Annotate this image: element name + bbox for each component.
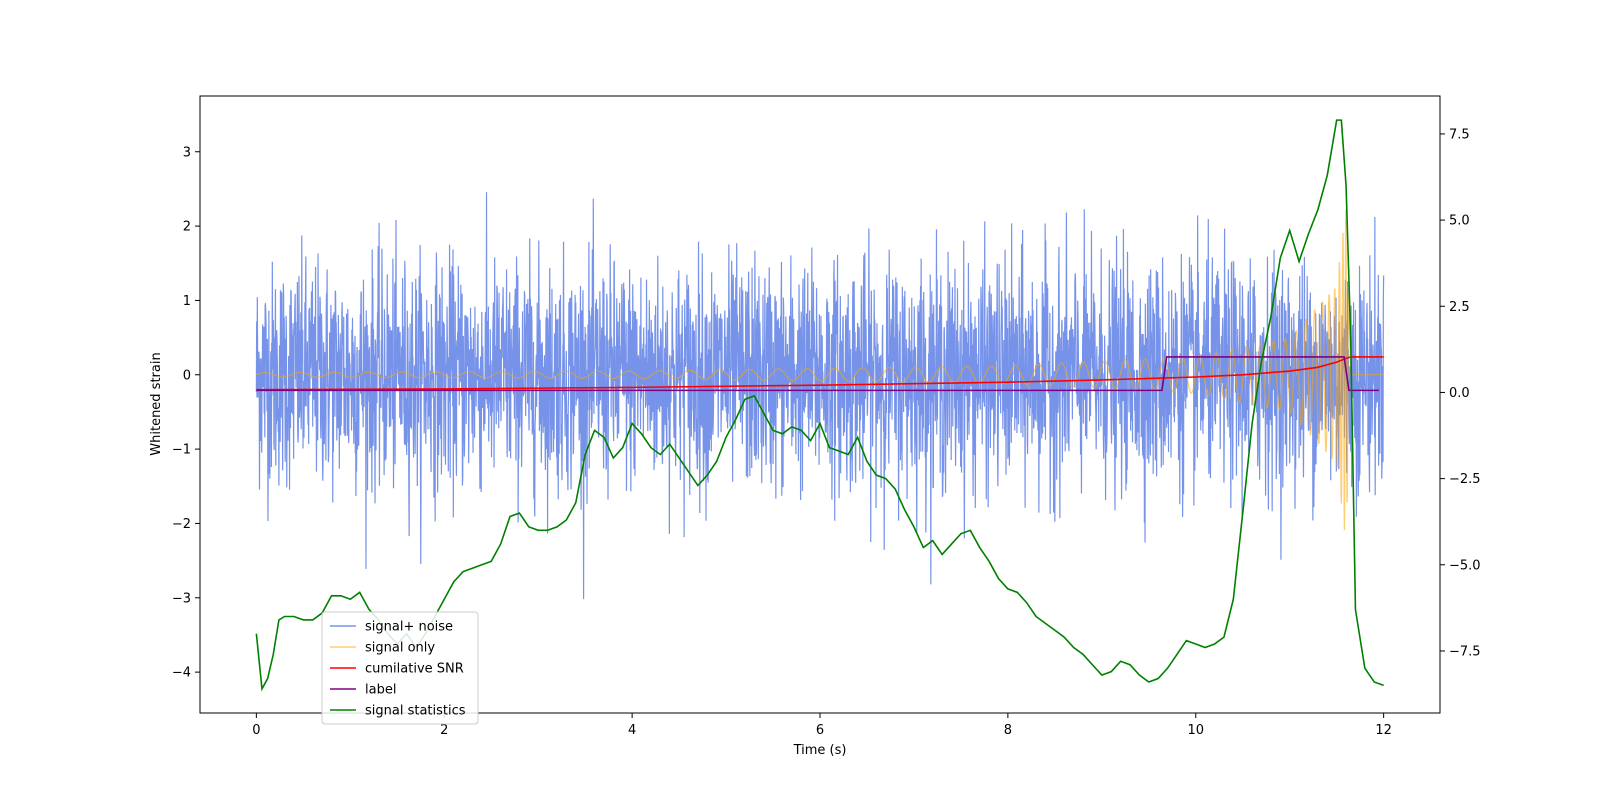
legend-entry-label: signal+ noise	[365, 620, 453, 635]
left-y-tick-label: 1	[183, 294, 191, 309]
x-tick-label: 10	[1187, 723, 1204, 738]
x-tick-label: 2	[440, 723, 448, 738]
right-y-tick-label: 0.0	[1449, 386, 1470, 401]
legend-entry-label: label	[365, 683, 396, 698]
legend: signal+ noise signal only cumilative SNR la…	[321, 611, 479, 725]
series-signal-only	[256, 209, 1384, 531]
series-signal-plus-noise	[255, 192, 1385, 599]
x-axis-label: Time (s)	[793, 743, 847, 758]
legend-box	[321, 611, 479, 725]
left-y-tick-label: −3	[172, 591, 191, 606]
x-tick-label: 4	[628, 723, 636, 738]
right-y-tick-label: −7.5	[1449, 644, 1481, 659]
legend-entry-label: cumilative SNR	[365, 662, 464, 677]
right-y-tick-label: 2.5	[1449, 300, 1470, 315]
legend-entry-label: signal statistics	[365, 704, 466, 719]
x-tick-label: 0	[252, 723, 260, 738]
y-axis-label: Whitened strain	[149, 352, 164, 455]
left-y-tick-label: −1	[172, 443, 191, 458]
left-y-tick-label: −4	[172, 666, 191, 681]
left-y-tick-label: −2	[172, 517, 191, 532]
right-y-axis-ticks: −7.5 −5.0 −2.5 0.0 2.5 5.0 7.5	[1440, 127, 1481, 659]
left-y-tick-label: 2	[183, 220, 191, 235]
right-y-tick-label: −2.5	[1449, 472, 1481, 487]
legend-entry-label: signal only	[365, 641, 435, 656]
series-label	[256, 356, 1379, 392]
plot-data-layer	[255, 119, 1385, 692]
x-tick-label: 12	[1375, 723, 1392, 738]
right-y-tick-label: 7.5	[1449, 127, 1470, 142]
left-y-tick-label: 3	[183, 145, 191, 160]
x-tick-label: 8	[1004, 723, 1012, 738]
left-y-tick-label: 0	[183, 368, 191, 383]
right-y-tick-label: −5.0	[1449, 558, 1481, 573]
right-y-tick-label: 5.0	[1449, 214, 1470, 229]
left-y-axis-ticks: −4 −3 −2 −1 0 1 2 3	[172, 145, 200, 681]
x-tick-label: 6	[816, 723, 824, 738]
